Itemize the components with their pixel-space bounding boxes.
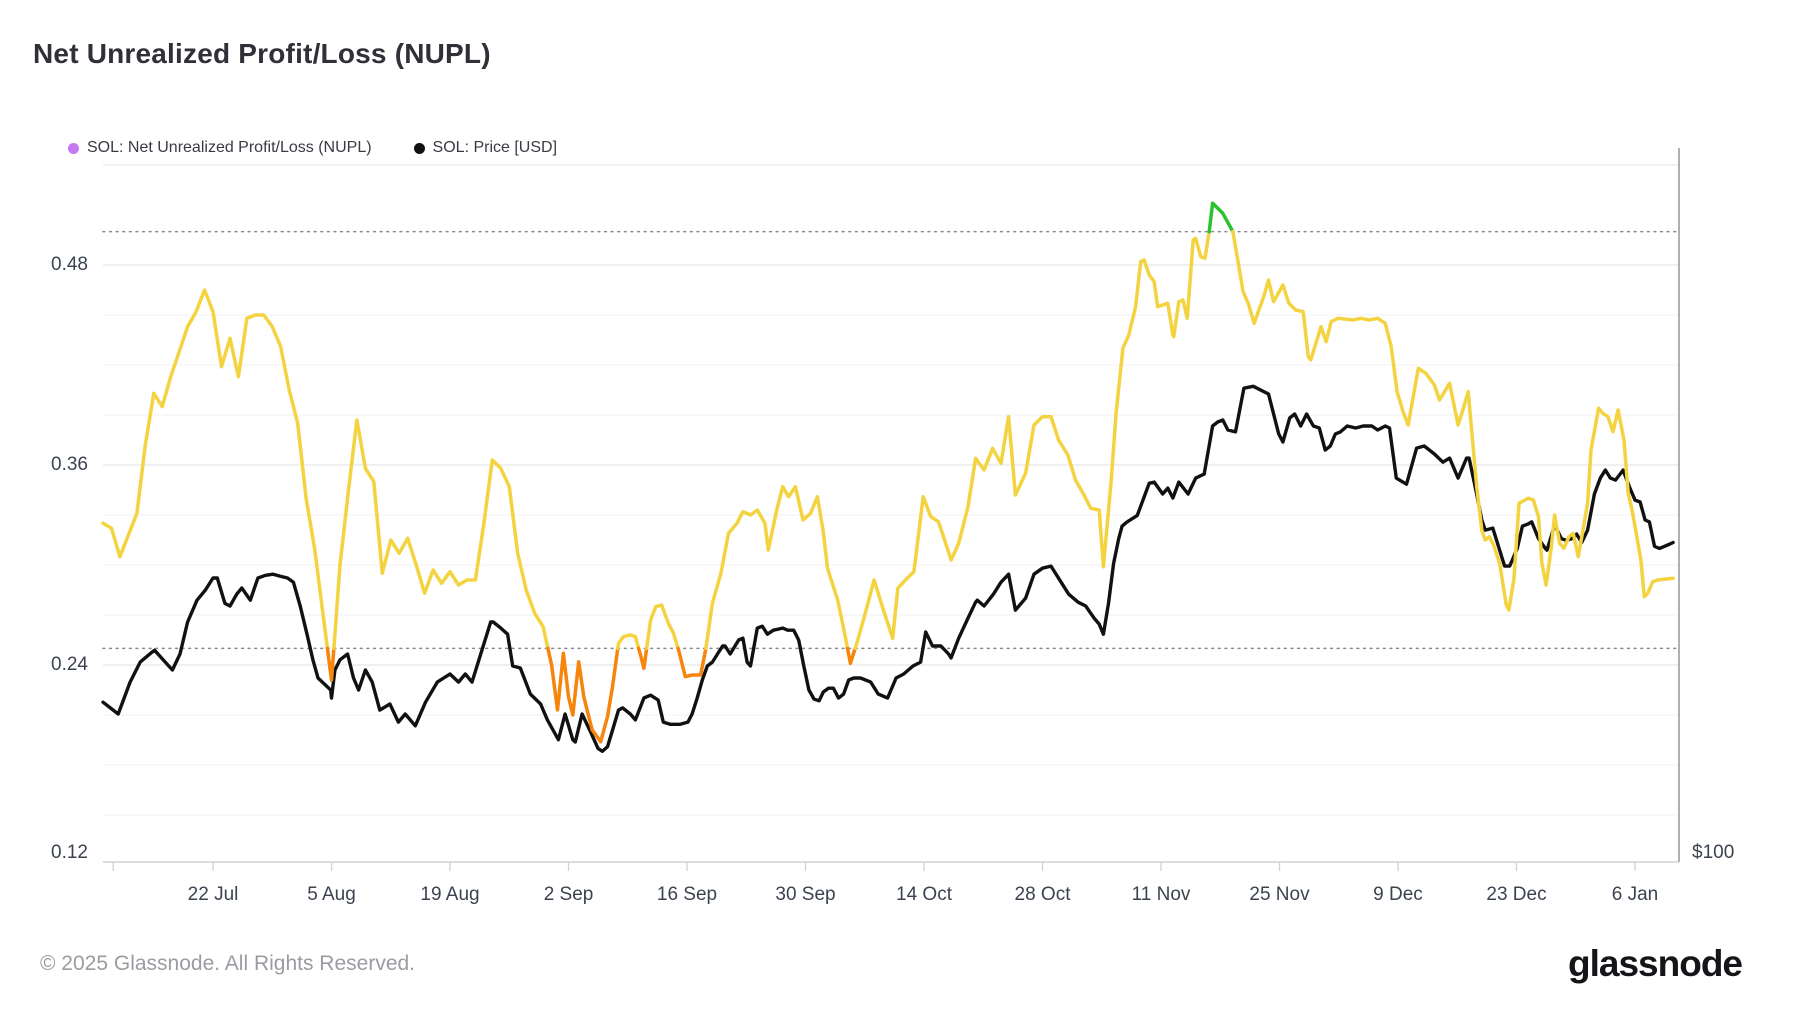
x-axis-label: 16 Sep bbox=[656, 884, 718, 905]
nupl-line-segment bbox=[644, 603, 680, 651]
legend-item-nupl[interactable]: SOL: Net Unrealized Profit/Loss (NUPL) bbox=[68, 139, 372, 157]
page-title: Net Unrealized Profit/Loss (NUPL) bbox=[33, 38, 491, 69]
x-axis-label: 22 Jul bbox=[187, 884, 239, 905]
legend-label-nupl: SOL: Net Unrealized Profit/Loss (NUPL) bbox=[87, 139, 372, 156]
nupl-line-segment bbox=[101, 288, 330, 651]
price-series-dot-icon bbox=[413, 142, 425, 154]
nupl-series-dot-icon bbox=[68, 142, 79, 154]
x-axis-label: 2 Sep bbox=[543, 884, 594, 905]
x-axis-label: 23 Dec bbox=[1486, 884, 1547, 905]
glassnode-logo[interactable]: glassnode bbox=[1568, 943, 1743, 984]
nupl-line-segment bbox=[853, 229, 1211, 651]
x-axis-label: 30 Sep bbox=[775, 884, 836, 905]
x-axis-label: 11 Nov bbox=[1131, 884, 1191, 905]
x-axis-label: 6 Jan bbox=[1611, 884, 1659, 905]
x-axis-label: 25 Nov bbox=[1249, 884, 1310, 905]
nupl-line-segment bbox=[636, 646, 649, 671]
nupl-line-segment bbox=[332, 418, 550, 651]
nupl-line-segment bbox=[616, 633, 641, 651]
nupl-line-segment bbox=[1207, 201, 1235, 234]
x-axis-label: 14 Oct bbox=[896, 884, 952, 905]
y-axis-label: 0.12 bbox=[51, 842, 88, 863]
nupl-line-segment bbox=[704, 484, 850, 651]
nupl-line-segment bbox=[546, 646, 620, 744]
price-axis-label: $100 bbox=[1692, 842, 1735, 863]
y-axis-label: 0.24 bbox=[51, 654, 88, 675]
nupl-line-segment bbox=[325, 646, 336, 682]
legend: SOL: Net Unrealized Profit/Loss (NUPL) S… bbox=[68, 139, 557, 157]
copyright-text: © 2025 Glassnode. All Rights Reserved. bbox=[40, 952, 416, 975]
nupl-line-segment bbox=[676, 646, 708, 679]
x-axis-label: 19 Aug bbox=[420, 884, 480, 905]
nupl-line-segment bbox=[845, 646, 857, 666]
y-axis-label: 0.48 bbox=[51, 254, 88, 275]
price-line bbox=[101, 384, 1675, 753]
x-axis-label: 9 Dec bbox=[1373, 884, 1423, 905]
legend-label-price: SOL: Price [USD] bbox=[432, 139, 558, 156]
y-axis-label: 0.36 bbox=[51, 454, 88, 475]
nupl-line-segment bbox=[1231, 229, 1675, 612]
x-axis-label: 5 Aug bbox=[307, 884, 356, 905]
x-axis-label: 28 Oct bbox=[1014, 884, 1071, 905]
legend-item-price[interactable]: SOL: Price [USD] bbox=[413, 139, 558, 157]
